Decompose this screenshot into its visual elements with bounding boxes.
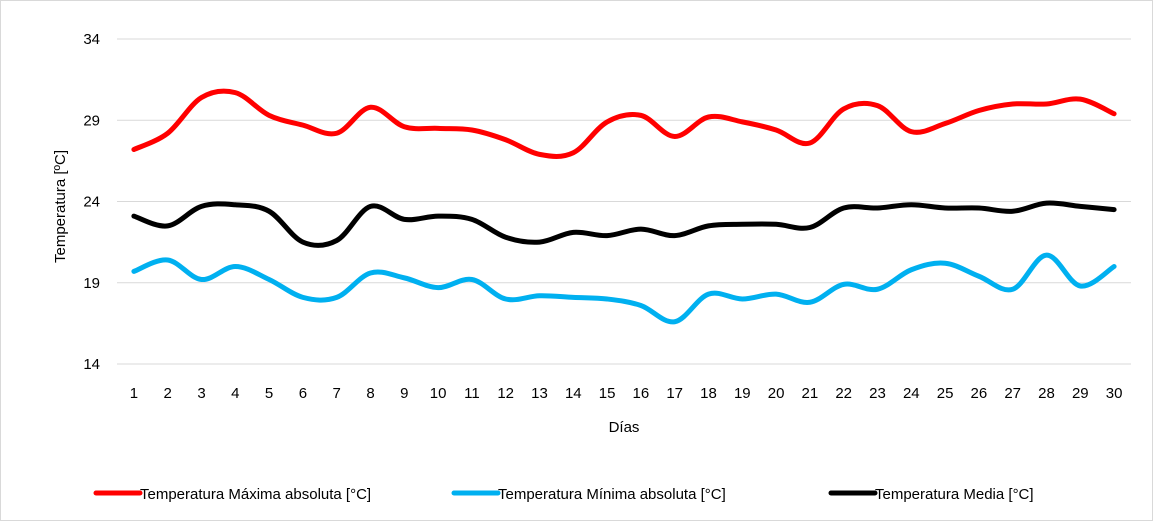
x-tick-label: 3 [197,385,205,402]
x-tick-label: 23 [869,385,886,402]
x-tick-label: 6 [299,385,307,402]
x-tick-label: 21 [802,385,819,402]
legend-label: Temperatura Media [°C] [875,486,1034,503]
gridlines [117,38,1131,365]
legend: Temperatura Máxima absoluta [°C] Temperat… [93,486,1034,503]
y-tick-label: 34 [83,31,100,48]
y-tick-label: 14 [83,356,100,373]
x-tick-label: 20 [768,385,785,402]
x-axis-ticks: 1 2 3 4 5 6 7 8 9 10 11 12 13 14 15 16 17 18 19 20 21 22 23 24 2… [130,385,1123,402]
x-tick-label: 10 [430,385,447,402]
x-tick-label: 27 [1004,385,1021,402]
y-axis-title: Temperatura [ºC] [52,150,69,263]
x-tick-label: 24 [903,385,920,402]
x-tick-label: 8 [366,385,374,402]
x-tick-label: 12 [497,385,514,402]
y-axis-ticks: 14 19 24 29 34 [83,31,100,373]
x-tick-label: 9 [400,385,408,402]
series-lines [131,88,1117,325]
x-tick-label: 2 [164,385,172,402]
x-tick-label: 22 [835,385,852,402]
x-tick-label: 28 [1038,385,1055,402]
series-line-temperatura-media-c [131,200,1117,248]
x-tick-label: 13 [531,385,548,402]
x-tick-label: 18 [700,385,717,402]
x-tick-label: 4 [231,385,239,402]
x-tick-label: 7 [333,385,341,402]
x-tick-label: 1 [130,385,138,402]
x-tick-label: 16 [633,385,650,402]
x-axis-title: Días [609,419,640,436]
x-tick-label: 14 [565,385,582,402]
y-tick-label: 29 [83,112,100,129]
x-tick-label: 30 [1106,385,1123,402]
y-tick-label: 24 [83,194,100,211]
x-tick-label: 11 [464,385,480,402]
y-tick-label: 19 [83,275,100,292]
x-tick-label: 25 [937,385,954,402]
x-tick-label: 29 [1072,385,1089,402]
series-line-temperatura-minima-absoluta-c [131,252,1117,325]
x-tick-label: 19 [734,385,751,402]
x-tick-label: 15 [599,385,616,402]
series-line-temperatura-maxima-absoluta-c [131,88,1117,159]
x-tick-label: 17 [666,385,683,402]
x-tick-label: 26 [971,385,988,402]
x-tick-label: 5 [265,385,273,402]
legend-label: Temperatura Máxima absoluta [°C] [140,486,371,503]
legend-label: Temperatura Mínima absoluta [°C] [498,486,726,503]
